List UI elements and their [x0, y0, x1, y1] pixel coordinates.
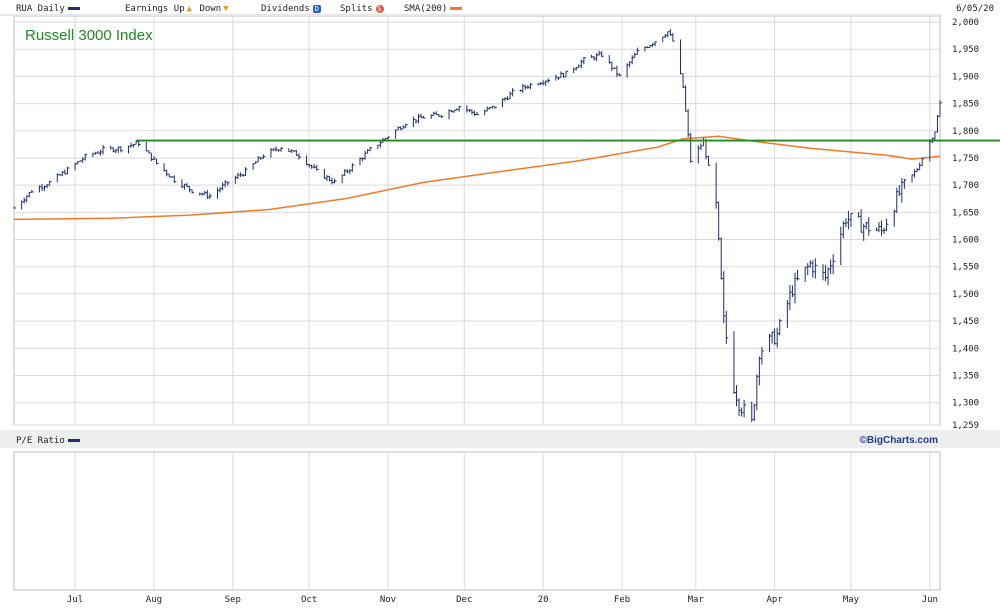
y-tick-label: 1,600 — [952, 236, 979, 246]
sma-label: SMA(200) — [404, 4, 448, 14]
x-tick-label: Jun — [922, 595, 938, 605]
chart-title: Russell 3000 Index — [25, 27, 153, 44]
x-tick-label: Feb — [614, 595, 630, 605]
y-tick-label: 2,000 — [952, 18, 979, 28]
x-tick-label: Nov — [380, 595, 396, 605]
y-tick-label: 1,650 — [952, 208, 979, 218]
y-tick-label: 1,900 — [952, 72, 979, 82]
x-tick-label: Sep — [225, 595, 241, 605]
x-tick-label: Aug — [146, 595, 162, 605]
y-tick-label: 1,400 — [952, 344, 979, 354]
sma-legend: SMA(200) — [404, 4, 463, 14]
dividends-label: Dividends — [261, 4, 310, 14]
splits-label: Splits — [340, 4, 373, 14]
y-tick-label: 1,950 — [952, 45, 979, 55]
y-tick-label: 1,550 — [952, 263, 979, 273]
x-tick-label: Jul — [67, 595, 83, 605]
dividends-icon: D — [312, 4, 321, 13]
x-tick-label: Mar — [688, 595, 705, 605]
earnings-down-label: Down — [199, 4, 222, 14]
x-tick-label: Dec — [456, 595, 472, 605]
x-tick-label: 20 — [538, 595, 549, 605]
x-tick-label: Oct — [301, 595, 317, 605]
x-tick-label: Apr — [767, 595, 784, 605]
y-tick-label: 1,500 — [952, 290, 979, 300]
price-legend-swatch — [67, 7, 80, 10]
y-tick-label: 1,259 — [952, 421, 979, 431]
chart-date: 6/05/20 — [956, 4, 994, 14]
x-tick-label: May — [843, 595, 860, 605]
earnings-legend: Earnings Up ▲ Down ▼ — [125, 4, 231, 14]
earnings-label: Earnings — [125, 4, 169, 14]
y-tick-label: 1,750 — [952, 154, 979, 164]
y-tick-label: 1,850 — [952, 100, 979, 110]
symbol-label: RUA Daily — [16, 4, 65, 14]
y-tick-label: 1,800 — [952, 127, 979, 137]
top-band — [0, 14, 942, 16]
sma-legend-swatch — [450, 7, 463, 10]
y-tick-label: 1,300 — [952, 399, 979, 409]
y-tick-label: 1,700 — [952, 181, 979, 191]
splits-icon: S — [375, 4, 384, 13]
sma-line — [13, 135, 941, 221]
symbol-legend: RUA Daily — [16, 4, 80, 14]
bigcharts-credit[interactable]: ©BigCharts.com — [859, 435, 939, 446]
y-tick-label: 1,450 — [952, 317, 979, 327]
splits-legend: Splits S — [340, 4, 384, 14]
pe-label: P/E Ratio — [16, 436, 65, 446]
y-tick-label: 1,350 — [952, 372, 979, 382]
earnings-up-label: Up — [173, 4, 185, 14]
price-panel-frame — [13, 15, 941, 426]
earnings-down-icon: ▼ — [223, 4, 229, 14]
earnings-up-icon: ▲ — [186, 4, 193, 14]
pe-panel-frame — [13, 451, 941, 591]
pe-legend-swatch — [67, 439, 80, 442]
dividends-legend: Dividends D — [261, 4, 321, 14]
pe-header-band — [0, 430, 1000, 448]
pe-legend: P/E Ratio — [16, 436, 80, 446]
